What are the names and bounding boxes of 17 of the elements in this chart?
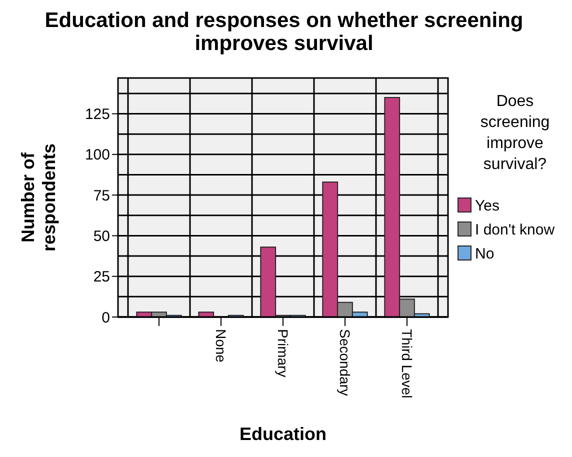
x-tick-label: Secondary (337, 329, 354, 396)
legend-label: I don't know (475, 221, 555, 238)
y-tick-label: 50 (93, 228, 110, 245)
x-tick-label: Primary (275, 329, 292, 378)
chart-title: Education and responses on whether screening improves survival (44, 9, 524, 55)
legend-label: Yes (475, 197, 500, 214)
legend-label: No (475, 245, 494, 262)
y-tick-label: 125 (84, 106, 110, 124)
y-tick-label: 100 (84, 146, 110, 164)
y-tick-label: 75 (93, 187, 110, 204)
y-tick-label: 0 (102, 309, 110, 326)
legend-title: Does screening improve survival? (480, 93, 550, 173)
y-tick-label: 25 (93, 268, 110, 286)
x-axis-title: Education (239, 424, 327, 444)
y-axis-title: Number of respondents (18, 143, 59, 252)
x-tick-label: Third Level (399, 329, 416, 398)
x-tick-label: None (213, 329, 230, 363)
